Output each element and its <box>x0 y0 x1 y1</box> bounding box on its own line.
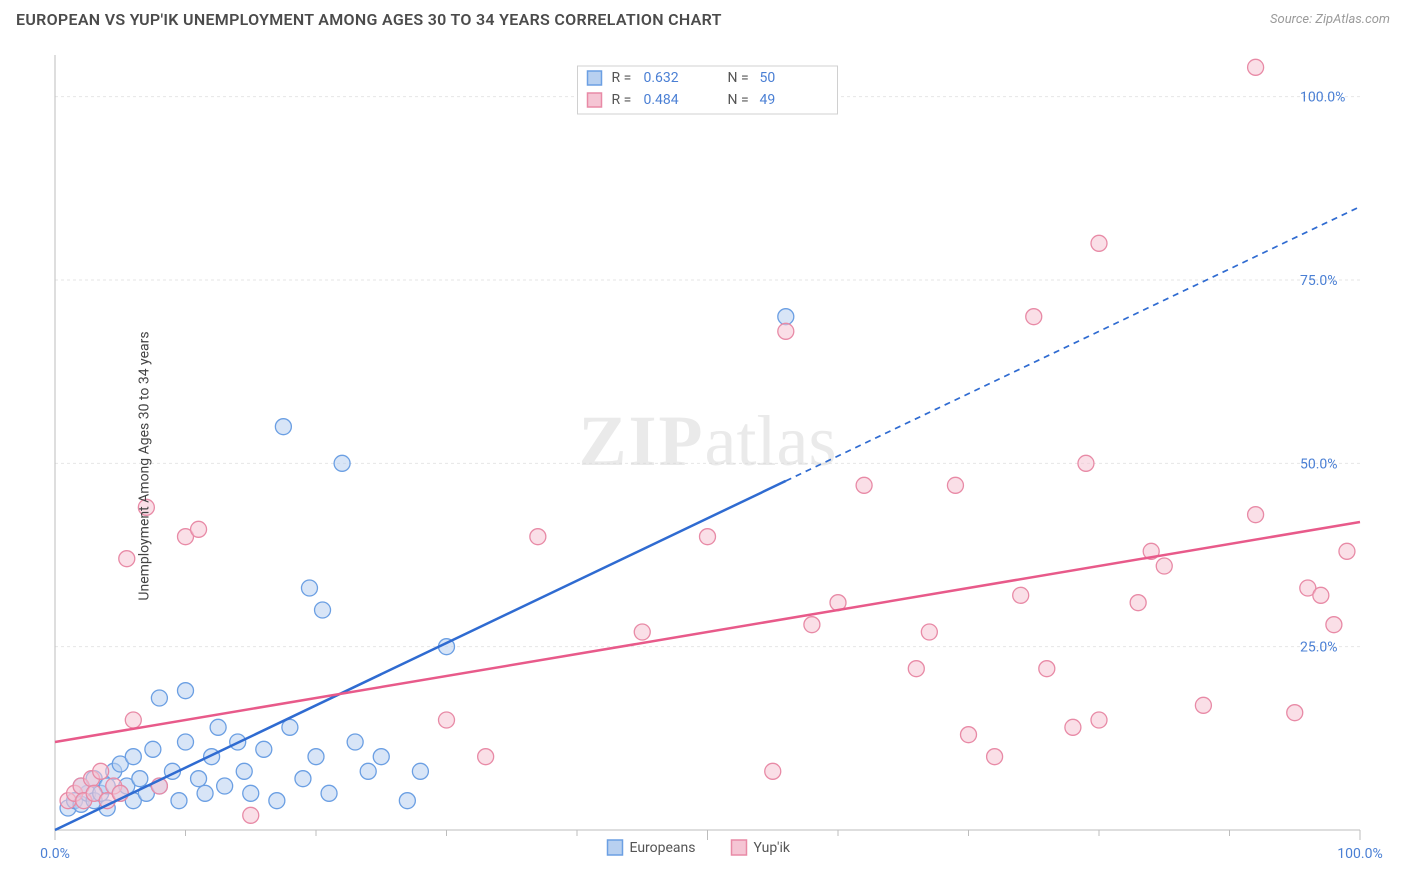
scatter-point <box>125 749 141 765</box>
scatter-point <box>373 749 389 765</box>
legend-label: Europeans <box>630 840 696 856</box>
scatter-point <box>778 309 794 325</box>
scatter-point <box>1339 543 1355 559</box>
y-tick-label: 100.0% <box>1300 90 1345 106</box>
stat-n-label: N = <box>728 92 749 108</box>
watermark: ZIPatlas <box>579 401 837 481</box>
stat-n-value: 50 <box>760 70 776 86</box>
stat-r-value: 0.632 <box>644 70 679 86</box>
scatter-point <box>151 690 167 706</box>
stat-r-label: R = <box>612 92 632 108</box>
scatter-point <box>217 778 233 794</box>
scatter-point <box>1313 587 1329 603</box>
scatter-point <box>530 529 546 545</box>
chart-header: EUROPEAN VS YUP'IK UNEMPLOYMENT AMONG AG… <box>0 0 1406 35</box>
scatter-point <box>1078 455 1094 471</box>
scatter-point <box>412 763 428 779</box>
x-tick-label: 100.0% <box>1337 846 1382 862</box>
scatter-point <box>347 734 363 750</box>
scatter-point <box>399 793 415 809</box>
scatter-point <box>478 749 494 765</box>
scatter-point <box>178 683 194 699</box>
scatter-point <box>856 477 872 493</box>
scatter-point <box>178 734 194 750</box>
scatter-point <box>1287 705 1303 721</box>
scatter-point <box>804 617 820 633</box>
scatter-point <box>295 771 311 787</box>
scatter-point <box>360 763 376 779</box>
y-tick-label: 25.0% <box>1300 640 1338 656</box>
scatter-point <box>236 763 252 779</box>
legend-swatch <box>732 840 747 855</box>
scatter-point <box>269 793 285 809</box>
scatter-point <box>921 624 937 640</box>
scatter-point <box>275 419 291 435</box>
scatter-point <box>145 741 161 757</box>
stat-swatch <box>588 93 602 107</box>
scatter-point <box>256 741 272 757</box>
scatter-point <box>1091 712 1107 728</box>
scatter-point <box>119 551 135 567</box>
scatter-point <box>961 727 977 743</box>
scatter-point <box>1039 661 1055 677</box>
scatter-point <box>778 323 794 339</box>
scatter-point <box>700 529 716 545</box>
scatter-point <box>1013 587 1029 603</box>
scatter-point <box>908 661 924 677</box>
scatter-point <box>132 771 148 787</box>
scatter-point <box>334 455 350 471</box>
scatter-point <box>171 793 187 809</box>
scatter-point <box>210 719 226 735</box>
scatter-point <box>93 763 109 779</box>
y-tick-label: 75.0% <box>1300 273 1338 289</box>
scatter-point <box>765 763 781 779</box>
stat-swatch <box>588 71 602 85</box>
scatter-point <box>947 477 963 493</box>
legend-swatch <box>608 840 623 855</box>
scatter-point <box>308 749 324 765</box>
chart-container: Unemployment Among Ages 30 to 34 years Z… <box>0 40 1406 892</box>
stat-r-value: 0.484 <box>644 92 679 108</box>
scatter-point <box>634 624 650 640</box>
scatter-point <box>191 521 207 537</box>
trend-line-solid <box>55 522 1360 742</box>
scatter-point <box>1026 309 1042 325</box>
scatter-point <box>191 771 207 787</box>
scatter-point <box>987 749 1003 765</box>
scatter-point <box>1130 595 1146 611</box>
scatter-point <box>125 712 141 728</box>
scatter-point <box>1091 235 1107 251</box>
chart-title: EUROPEAN VS YUP'IK UNEMPLOYMENT AMONG AG… <box>16 10 722 29</box>
y-tick-label: 50.0% <box>1300 456 1338 472</box>
scatter-point <box>301 580 317 596</box>
stat-n-value: 49 <box>760 92 776 108</box>
scatter-point <box>1195 697 1211 713</box>
legend-label: Yup'ik <box>754 840 791 856</box>
scatter-point <box>1248 59 1264 75</box>
trend-line-dashed <box>786 207 1360 481</box>
y-axis-label: Unemployment Among Ages 30 to 34 years <box>137 331 153 600</box>
scatter-point <box>243 807 259 823</box>
stat-n-label: N = <box>728 70 749 86</box>
scatter-point <box>321 785 337 801</box>
source-attribution: Source: ZipAtlas.com <box>1270 12 1390 27</box>
scatter-point <box>1326 617 1342 633</box>
scatter-point <box>1248 507 1264 523</box>
scatter-point <box>1156 558 1172 574</box>
x-tick-label: 0.0% <box>40 846 70 862</box>
scatter-point <box>243 785 259 801</box>
stat-r-label: R = <box>612 70 632 86</box>
scatter-point <box>315 602 331 618</box>
scatter-point <box>1065 719 1081 735</box>
scatter-point <box>197 785 213 801</box>
scatter-point <box>439 712 455 728</box>
correlation-scatter-chart: ZIPatlas 25.0% 50.0% 75.0% 100.0% 0.0% 100.0% R… <box>0 40 1406 892</box>
